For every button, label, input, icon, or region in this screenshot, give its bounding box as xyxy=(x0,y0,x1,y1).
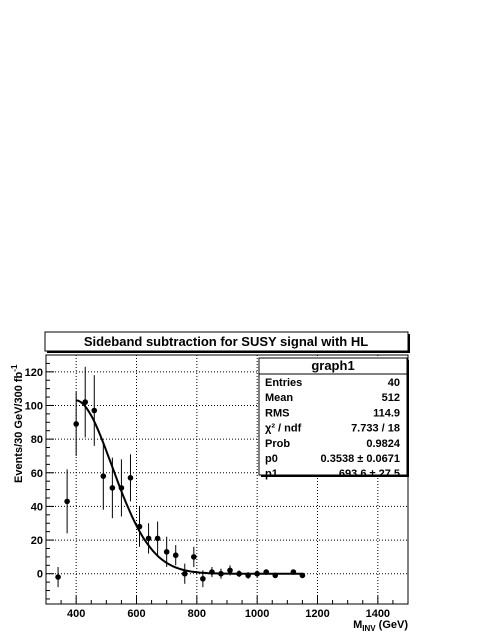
stats-row-value: 693.6 ± 27.5 xyxy=(339,468,400,480)
data-point xyxy=(181,570,188,577)
data-point xyxy=(299,572,306,579)
x-axis-label: MINV (GeV) xyxy=(353,619,408,633)
stats-row-label: RMS xyxy=(265,407,289,419)
data-point xyxy=(118,485,125,491)
data-points xyxy=(55,399,306,582)
y-axis-label-sup: -1 xyxy=(10,364,19,372)
data-point xyxy=(82,399,89,405)
x-tick-label: 400 xyxy=(67,608,85,620)
y-tick-labels: 0 20 40 60 80 100 120 xyxy=(25,367,43,581)
stats-box-title: graph1 xyxy=(311,358,354,373)
stats-box-frame xyxy=(258,357,408,476)
stats-row-value: 40 xyxy=(388,377,400,389)
data-point xyxy=(127,475,134,481)
stats-row-label: Prob xyxy=(265,438,290,450)
stats-row-value: 512 xyxy=(382,392,400,404)
data-point xyxy=(145,535,152,542)
stats-row-value: 0.3538 ± 0.0671 xyxy=(321,453,400,465)
stats-box: graph1 Entries 40 Mean 512 RMS 114.9 χ² / ndf 7… xyxy=(258,357,409,480)
y-tick-label: 100 xyxy=(25,400,43,412)
stats-row-label: p0 xyxy=(265,453,278,465)
chart-title: Sideband subtraction for SUSY signal wit… xyxy=(84,334,368,349)
stats-row-value: 114.9 xyxy=(373,407,400,419)
axis-ticks xyxy=(45,354,409,604)
data-point xyxy=(272,572,279,579)
data-point xyxy=(254,570,260,577)
y-tick-label: 40 xyxy=(31,501,43,513)
data-point xyxy=(290,569,297,575)
x-tick-label: 800 xyxy=(188,608,206,620)
data-point xyxy=(236,570,242,577)
data-point xyxy=(109,485,116,491)
data-point xyxy=(163,549,170,555)
x-axis-label-text: M xyxy=(353,619,362,631)
data-point xyxy=(100,473,107,479)
x-tick-label: 1000 xyxy=(245,608,269,620)
stats-row-value: 7.733 / 18 xyxy=(351,423,400,435)
data-point xyxy=(55,574,61,580)
data-point xyxy=(191,554,197,560)
y-tick-label: 20 xyxy=(31,535,43,547)
x-tick-label: 1400 xyxy=(366,608,390,620)
data-point xyxy=(227,567,233,574)
y-tick-label: 0 xyxy=(37,569,43,581)
data-point xyxy=(154,535,161,542)
data-point xyxy=(200,575,206,582)
x-axis-label-sub: INV xyxy=(362,624,376,633)
stats-row-label: χ² / ndf xyxy=(265,423,302,435)
data-point xyxy=(64,498,70,505)
y-tick-label: 60 xyxy=(31,468,43,480)
x-tick-labels: 400 600 800 1000 1200 1400 xyxy=(67,608,390,620)
stats-rows: Entries 40 Mean 512 RMS 114.9 χ² / ndf 7.733 / … xyxy=(265,377,401,480)
data-point xyxy=(73,421,79,427)
y-axis-label: Events/30 GeV/300 fb-1 xyxy=(10,364,25,483)
y-tick-label: 80 xyxy=(31,434,43,446)
data-point xyxy=(91,407,98,414)
data-point xyxy=(136,523,143,530)
y-tick-label: 120 xyxy=(25,367,43,379)
data-point xyxy=(172,552,179,559)
data-point xyxy=(209,569,215,575)
x-axis-label-unit: (GeV) xyxy=(376,619,409,631)
stats-row-label: Mean xyxy=(265,392,293,404)
y-axis-label-text: Events/30 GeV/300 fb xyxy=(13,371,25,483)
x-tick-label: 1200 xyxy=(305,608,329,620)
stats-row-label: p1 xyxy=(265,468,278,480)
stats-row-value: 0.9824 xyxy=(366,438,401,450)
stats-row-label: Entries xyxy=(265,377,302,389)
x-tick-label: 600 xyxy=(127,608,145,620)
data-point xyxy=(245,572,251,579)
data-point xyxy=(263,569,270,575)
data-point xyxy=(218,570,224,577)
